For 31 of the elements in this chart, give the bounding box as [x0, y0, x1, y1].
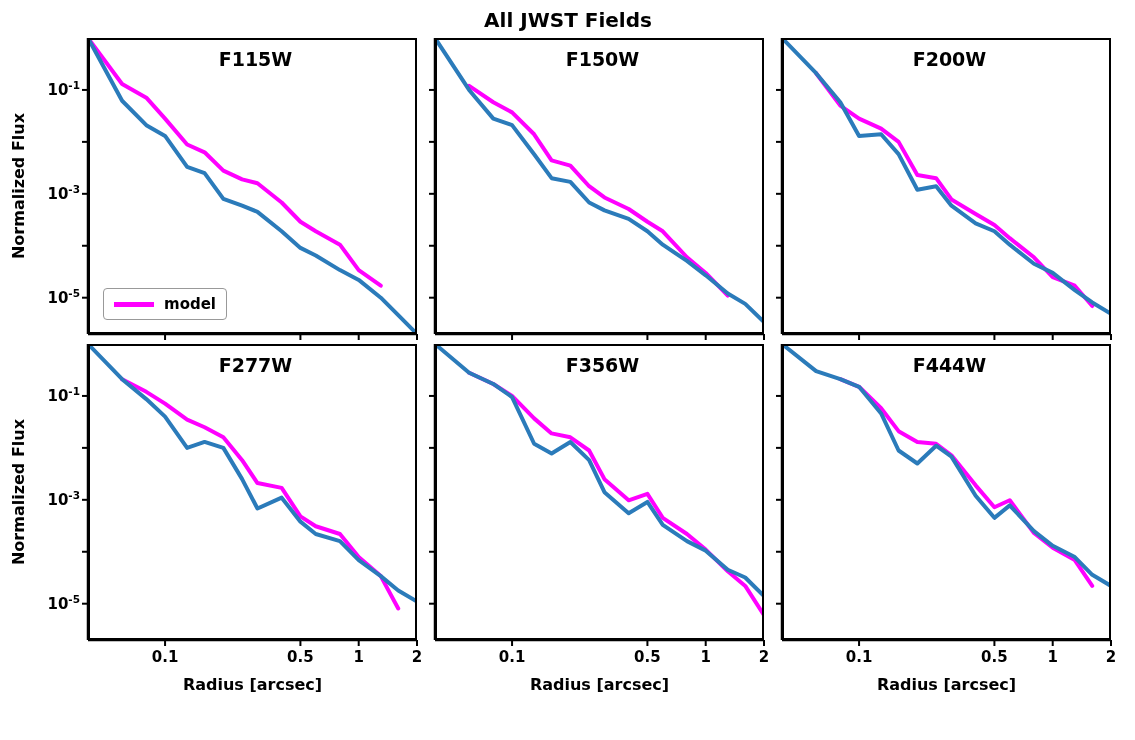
text: F200W [911, 48, 988, 70]
y-tick-label: 10$^{-5}$ [47, 286, 80, 307]
text: All JWST Fields [483, 8, 653, 34]
x-tick-label: 0.5 [287, 648, 314, 666]
legend-label: model [164, 295, 216, 313]
x-tick-label: 0.1 [151, 648, 179, 666]
text: F115W [217, 48, 294, 70]
y-tick-label: 10$^{-5}$ [47, 592, 80, 613]
y-tick-label: 10$^{-3}$ [47, 182, 80, 203]
text: F444W [911, 354, 988, 376]
x-axis-title: Radius [arcsec] [529, 675, 670, 694]
x-tick-label: 1 [1047, 648, 1058, 666]
x-tick-label: 0.1 [845, 648, 873, 666]
x-tick-label: 0.5 [981, 648, 1008, 666]
y-tick-label: 10$^{-3}$ [47, 488, 80, 509]
x-tick-label: 0.1 [498, 648, 526, 666]
x-tick-label: 2 [758, 648, 770, 666]
y-tick-label: 10$^{-1}$ [47, 78, 80, 99]
x-axis-title: Radius [arcsec] [182, 675, 323, 694]
x-tick-label: 2 [1105, 648, 1117, 666]
text: F150W [564, 48, 641, 70]
x-tick-label: 1 [700, 648, 711, 666]
text: F356W [564, 354, 641, 376]
x-tick-label: 2 [411, 648, 423, 666]
x-tick-label: 0.5 [634, 648, 661, 666]
x-tick-label: 1 [353, 648, 364, 666]
y-axis-title: Normalized Flux [9, 112, 28, 260]
x-axis-title: Radius [arcsec] [876, 675, 1017, 694]
y-tick-label: 10$^{-1}$ [47, 384, 80, 405]
y-axis-title: Normalized Flux [9, 418, 28, 566]
text: F277W [217, 354, 294, 376]
